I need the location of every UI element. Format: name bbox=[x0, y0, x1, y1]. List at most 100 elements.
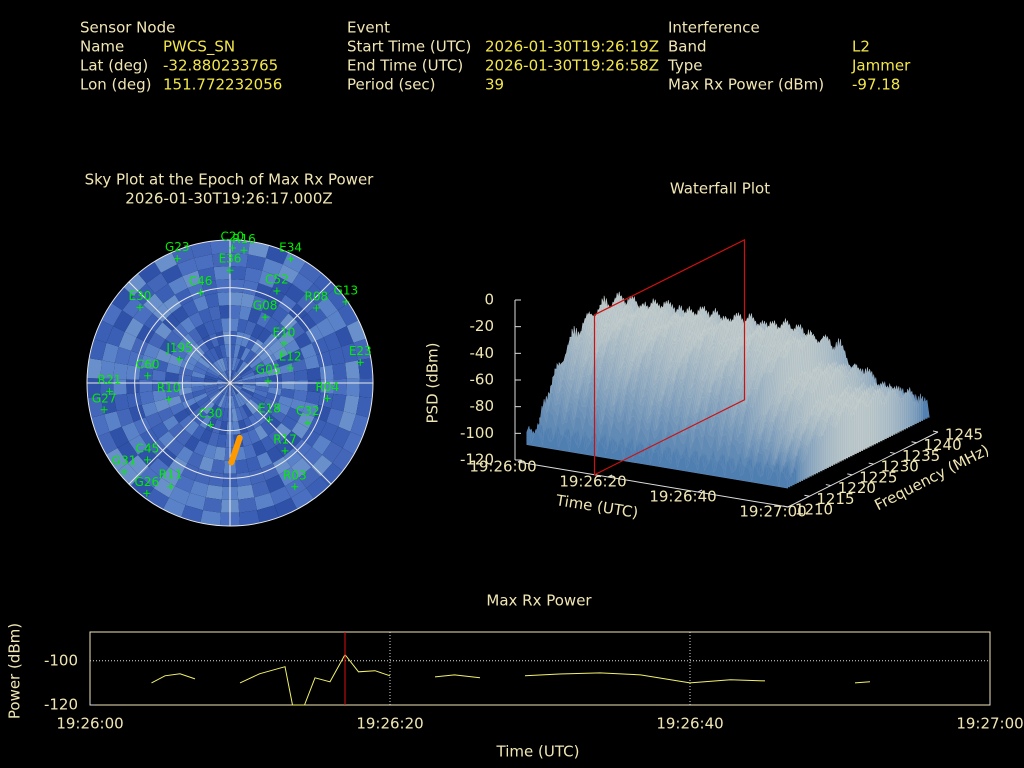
heat-cell bbox=[174, 288, 193, 306]
x-tick-label: 19:26:40 bbox=[656, 715, 723, 733]
heat-cell bbox=[175, 474, 195, 493]
satellite-label: G23 bbox=[165, 240, 190, 254]
heat-cell bbox=[240, 368, 254, 378]
heat-cell bbox=[205, 387, 219, 396]
chart-title: Max Rx Power bbox=[486, 592, 592, 610]
heat-cell bbox=[207, 389, 220, 399]
heat-cell bbox=[196, 338, 210, 354]
heat-cell bbox=[265, 245, 289, 265]
heat-cell bbox=[290, 398, 306, 413]
chart-title: Waterfall Plot bbox=[670, 180, 770, 198]
field-value: -97.18 bbox=[852, 76, 900, 94]
heat-cell bbox=[326, 408, 344, 427]
heat-cell bbox=[199, 399, 212, 412]
heat-cell bbox=[173, 409, 189, 423]
field-label: Lon (deg) bbox=[80, 76, 152, 94]
field-value: 151.772232056 bbox=[163, 76, 282, 94]
heat-cell bbox=[234, 394, 243, 408]
heat-cell bbox=[230, 377, 243, 383]
heat-cell bbox=[146, 272, 168, 294]
heat-cell bbox=[190, 241, 212, 258]
heat-cell bbox=[281, 415, 298, 431]
heat-cell bbox=[217, 383, 230, 390]
field-label: Lat (deg) bbox=[80, 57, 148, 75]
y-tick-label: -120 bbox=[44, 696, 78, 714]
satellite-label: E18 bbox=[258, 401, 281, 415]
heat-cell bbox=[230, 383, 242, 391]
heat-cell bbox=[301, 428, 321, 447]
heat-cell bbox=[222, 383, 230, 395]
heat-cell bbox=[218, 375, 230, 383]
heat-cell bbox=[346, 378, 360, 397]
heat-cell bbox=[203, 497, 222, 513]
heat-cell bbox=[188, 311, 204, 328]
heat-cell bbox=[239, 510, 260, 526]
heat-cell bbox=[139, 391, 155, 405]
heat-cell bbox=[284, 477, 307, 498]
heat-cell bbox=[230, 371, 237, 383]
heat-cell bbox=[320, 422, 339, 442]
heat-cell bbox=[239, 365, 252, 376]
heat-cell bbox=[100, 360, 115, 379]
heat-cell bbox=[230, 383, 243, 387]
heat-cell bbox=[267, 288, 286, 306]
x-tick-label: 19:26:00 bbox=[56, 715, 123, 733]
heat-cell bbox=[215, 331, 225, 346]
satellite bbox=[106, 387, 114, 395]
heat-cell bbox=[191, 376, 205, 383]
heat-cell bbox=[271, 409, 287, 423]
heat-cell bbox=[230, 344, 236, 358]
heat-cell bbox=[184, 420, 200, 436]
heat-cell bbox=[201, 353, 214, 366]
heat-cell bbox=[157, 448, 177, 468]
heat-cell bbox=[169, 402, 185, 416]
heat-cell bbox=[204, 386, 218, 393]
heat-cell bbox=[263, 397, 279, 409]
heat-cell bbox=[217, 383, 230, 388]
heat-cell bbox=[87, 358, 102, 379]
satellite-label: E23 bbox=[349, 344, 372, 358]
heat-cell bbox=[262, 353, 277, 366]
heat-cell bbox=[238, 406, 249, 420]
heat-cell bbox=[179, 316, 196, 334]
heat-cell bbox=[143, 343, 160, 359]
heat-cell bbox=[305, 283, 327, 305]
heat-cell bbox=[230, 305, 241, 319]
heat-cell bbox=[288, 322, 306, 340]
heat-cell bbox=[231, 357, 238, 371]
heat-cell bbox=[330, 393, 347, 412]
y-tick-label: 1215 bbox=[816, 490, 854, 508]
heat-cell bbox=[192, 365, 207, 375]
heat-cell bbox=[94, 320, 114, 343]
chart-subtitle: 2026-01-30T19:26:17.000Z bbox=[125, 190, 332, 208]
heat-cell bbox=[358, 358, 373, 379]
heat-cell bbox=[213, 446, 226, 461]
heat-cell bbox=[140, 354, 156, 370]
heat-cell bbox=[216, 407, 225, 422]
heat-cell bbox=[202, 401, 215, 415]
satellite bbox=[143, 489, 151, 497]
heat-cell bbox=[250, 396, 264, 407]
heat-cell bbox=[213, 266, 230, 280]
heat-cell bbox=[267, 366, 282, 377]
satellite bbox=[100, 406, 108, 414]
heat-cell bbox=[254, 492, 275, 511]
surface-strip bbox=[526, 426, 789, 489]
heat-cell bbox=[274, 497, 298, 518]
heat-cell bbox=[242, 404, 253, 418]
power-line bbox=[151, 653, 871, 706]
heat-cell bbox=[187, 451, 204, 469]
heat-cell bbox=[238, 497, 257, 513]
heat-cell bbox=[230, 383, 233, 396]
heat-cell bbox=[272, 456, 292, 475]
heat-cell bbox=[111, 287, 134, 311]
heat-cell bbox=[166, 395, 182, 408]
heat-cell bbox=[230, 266, 247, 280]
heat-cell bbox=[199, 428, 213, 445]
heat-cell bbox=[264, 316, 281, 334]
heat-cell bbox=[171, 346, 187, 361]
satellite bbox=[207, 421, 215, 429]
heat-cell bbox=[316, 296, 338, 318]
heat-cell bbox=[278, 467, 299, 487]
heat-cell bbox=[224, 344, 230, 358]
